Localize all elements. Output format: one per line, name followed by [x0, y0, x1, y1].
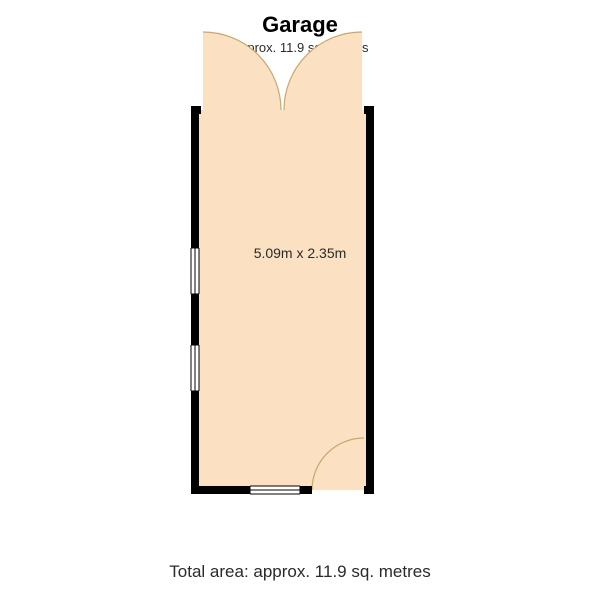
floorplan-svg — [0, 0, 600, 600]
floor-fill — [195, 110, 370, 490]
room-dimensions: 5.09m x 2.35m — [240, 245, 360, 261]
total-area-footer: Total area: approx. 11.9 sq. metres — [0, 562, 600, 582]
garage-door-right-leaf — [284, 32, 362, 110]
garage-door-left-leaf — [203, 32, 281, 110]
floorplan-container: Garage Approx. 11.9 sq. metres 5.09m x 2… — [0, 0, 600, 600]
